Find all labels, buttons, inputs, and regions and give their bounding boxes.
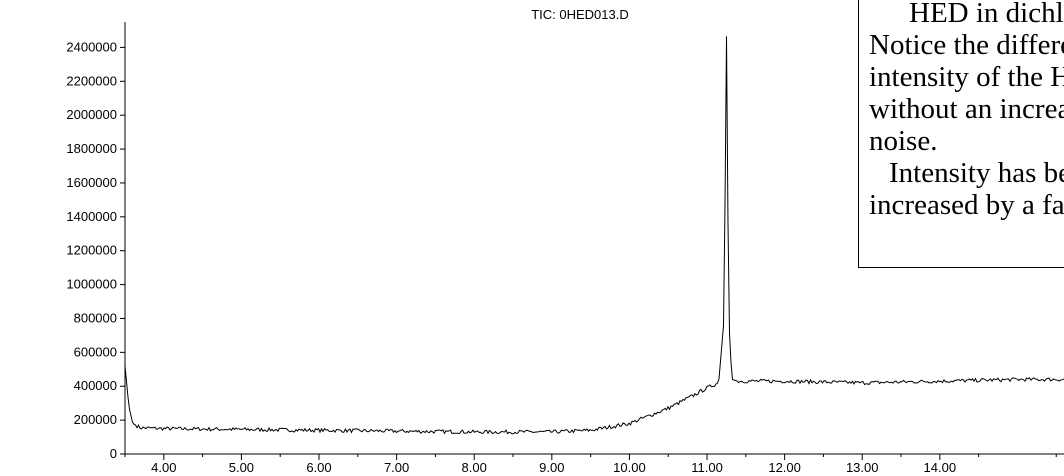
x-tick-label: 13.00 <box>846 460 879 475</box>
x-tick-label: 11.00 <box>691 460 723 475</box>
y-tick-label: 600000 <box>74 344 117 359</box>
y-tick-label: 0 <box>110 446 117 461</box>
x-tick-label: 12.00 <box>768 460 801 475</box>
x-tick-label: 8.00 <box>462 460 487 475</box>
x-tick-label: 10.00 <box>613 460 646 475</box>
annotation-box: HED in dichloromethane. Notice the diffe… <box>858 0 1064 268</box>
signal-trace <box>124 36 1064 435</box>
y-tick-label: 1000000 <box>66 277 117 292</box>
x-ticks: 4.00 5.00 6.00 7.00 8.00 9.00 10.00 11.00 12.00 1… <box>124 454 1057 475</box>
y-tick-label: 400000 <box>74 378 117 393</box>
chart-title: TIC: 0HED013.D <box>531 7 629 22</box>
y-tick-label: 1600000 <box>66 175 117 190</box>
y-tick-label: 1400000 <box>66 209 117 224</box>
y-tick-label: 2000000 <box>66 107 117 122</box>
x-tick-label: 7.00 <box>384 460 409 475</box>
annotation-line: Notice the difference in <box>869 29 1064 61</box>
y-tick-label: 200000 <box>74 412 117 427</box>
y-tick-label: 1200000 <box>66 243 117 258</box>
annotation-line: Intensity has been <box>889 157 1064 189</box>
annotation-line: HED in dichloromethane. <box>909 0 1064 29</box>
y-tick-label: 1800000 <box>66 141 117 156</box>
y-tick-label: 800000 <box>74 310 117 325</box>
annotation-line: without an increase in <box>869 93 1064 125</box>
annotation-line: increased by a factor of <box>869 189 1064 221</box>
x-tick-label: 14.00 <box>924 460 957 475</box>
annotation-line: noise. <box>869 125 938 157</box>
y-ticks: 0 200000 400000 600000 800000 1000000 1200000 1… <box>66 39 125 461</box>
y-tick-label: 2400000 <box>66 39 117 54</box>
x-tick-label: 9.00 <box>539 460 564 475</box>
x-tick-label: 6.00 <box>306 460 331 475</box>
x-tick-label: 4.00 <box>151 460 176 475</box>
x-tick-label: 5.00 <box>229 460 254 475</box>
y-tick-label: 2200000 <box>66 73 117 88</box>
annotation-line: intensity of the HED peak <box>869 61 1064 93</box>
